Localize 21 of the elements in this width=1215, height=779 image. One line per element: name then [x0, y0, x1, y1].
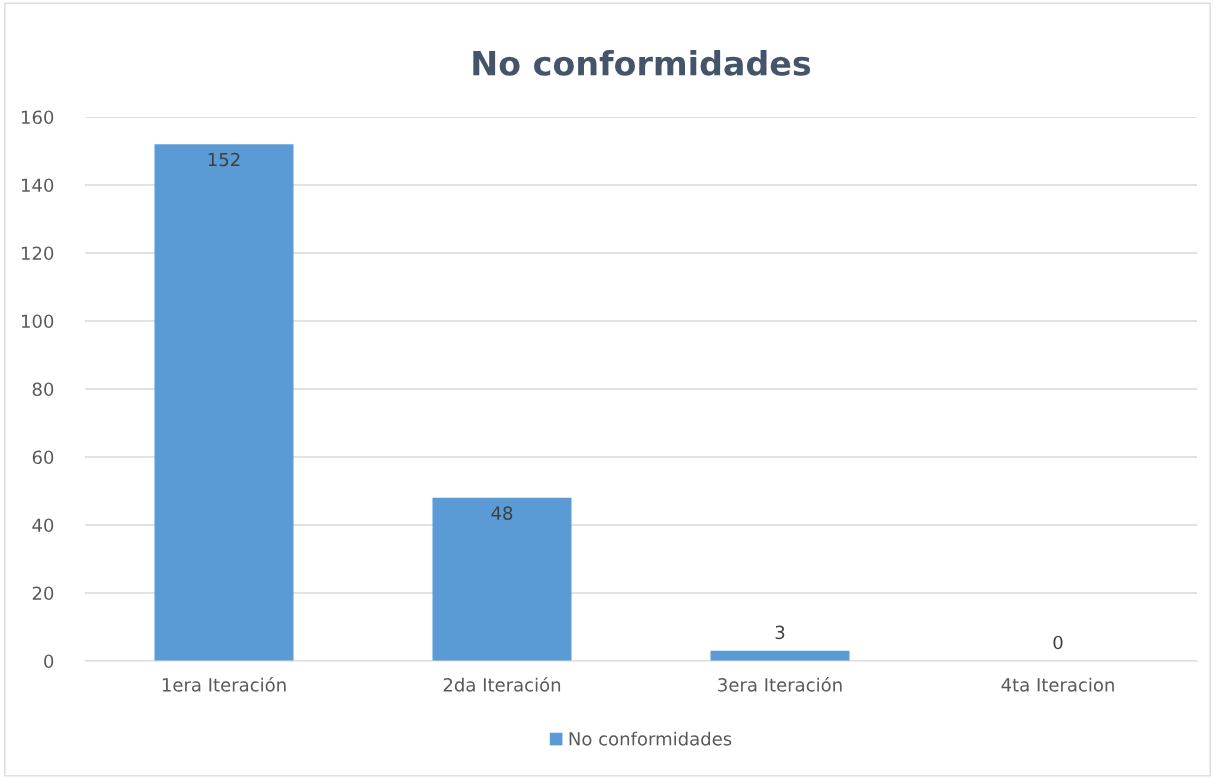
y-tick-label: 40: [32, 518, 54, 533]
y-tick-label: 0: [44, 654, 54, 669]
x-tick-label: 4ta Iteracion: [1001, 677, 1114, 692]
y-tick-label: 60: [32, 450, 54, 465]
x-tick-label: 3era Iteración: [718, 676, 842, 692]
y-tick-label: 20: [32, 586, 54, 601]
y-tick-label: 140: [21, 178, 54, 193]
y-tick-label: 160: [21, 110, 54, 125]
legend-label: No conformidades: [569, 731, 732, 746]
x-tick-label: 1era Iteración: [162, 676, 286, 692]
data-label: 0: [1053, 635, 1063, 650]
bar: [432, 497, 572, 661]
y-tick-label: 100: [21, 314, 54, 329]
y-tick-label: 120: [21, 246, 54, 261]
data-label: 152: [208, 152, 240, 167]
x-tick-label: 2da Iteración: [443, 676, 561, 692]
y-tick-label: 80: [32, 382, 54, 397]
bar: [154, 144, 294, 661]
chart-title: No conformidades: [473, 50, 811, 76]
data-label: 48: [491, 506, 513, 520]
data-label: 3: [775, 625, 785, 640]
